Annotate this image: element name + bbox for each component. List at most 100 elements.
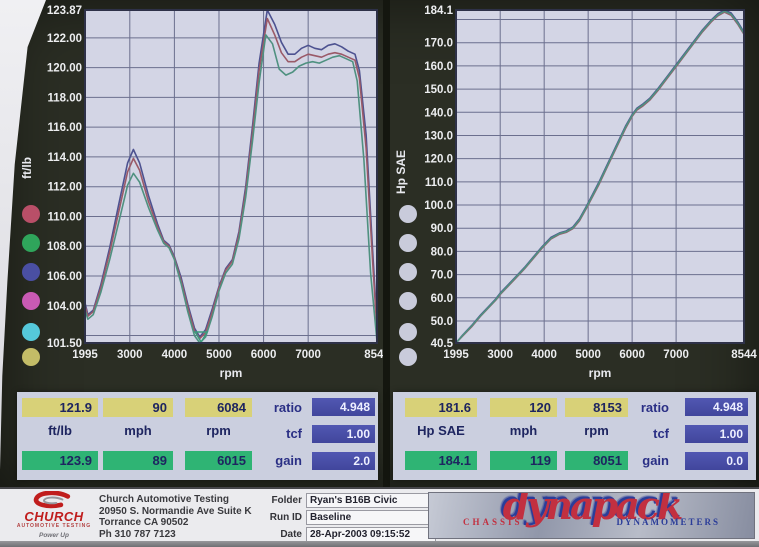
- power-runB-rpm-value: 8051: [565, 451, 628, 470]
- mph-header: mph: [509, 423, 538, 438]
- run-indicator-dot: [22, 323, 40, 341]
- y-tick-label: 184.1: [424, 5, 453, 17]
- tcf-value: 1.00: [312, 425, 375, 443]
- y-tick-label: 60.0: [431, 293, 453, 305]
- gain-value: 0.0: [685, 452, 748, 470]
- y-tick-label: 150.0: [424, 84, 453, 96]
- church-wordmark-sub: AUTOMOTIVE TESTING: [16, 523, 92, 529]
- run-indicator-dot: [22, 234, 40, 252]
- y-tick-label: 140.0: [424, 107, 453, 119]
- dynapack-sub-row: CHASSIS DYNAMOMETERS: [429, 517, 754, 527]
- power-unit-header: Hp SAE: [417, 423, 465, 438]
- church-logo-block: CHURCH AUTOMOTIVE TESTING Power Up: [10, 491, 98, 539]
- tcf-label: tcf: [653, 426, 669, 441]
- power-chart: 184.1 170.0 160.0 150.0 140.0 130.0 120.0 110.0…: [394, 5, 757, 380]
- torque-runA-rpm-value: 6084: [185, 398, 252, 417]
- y-axis-unit-label: ft/lb: [20, 157, 34, 179]
- power-runA-rpm-value: 8153: [565, 398, 628, 417]
- y-tick-label: 90.0: [431, 223, 453, 235]
- dynapack-dynamometers-label: DYNAMOMETERS: [616, 517, 720, 527]
- torque-runB-rpm-value: 6015: [185, 451, 252, 470]
- x-tick-label: 8544: [731, 349, 757, 361]
- run-indicator-dot: [399, 263, 417, 281]
- torque-chart-panel: 123.87 122.00 120.00 118.00 116.00 114.00 112.…: [20, 0, 383, 385]
- x-axis-unit-label: rpm: [589, 366, 612, 380]
- x-tick-label: 6000: [619, 349, 645, 361]
- run-id-value: Baseline: [306, 510, 436, 525]
- gain-label: gain: [642, 453, 669, 468]
- x-tick-label: 7000: [295, 349, 321, 361]
- y-tick-label: 70.0: [431, 270, 453, 282]
- power-runB-mph-value: 119: [490, 451, 557, 470]
- shop-street: 20950 S. Normandie Ave Suite K: [99, 505, 252, 517]
- y-tick-label: 120.00: [47, 63, 82, 75]
- chart-panel-divider: [383, 0, 390, 487]
- run-indicator-dot: [399, 323, 417, 341]
- shop-city: Torrance CA 90502: [99, 517, 189, 528]
- run-id-label: Run ID: [269, 512, 302, 523]
- y-tick-label: 118.00: [47, 92, 82, 104]
- torque-runA-peak-value: 121.9: [22, 398, 98, 417]
- power-chart-panel: 184.1 170.0 160.0 150.0 140.0 130.0 120.0 110.0…: [390, 0, 757, 385]
- y-tick-label: 114.00: [47, 152, 82, 164]
- run-info-fields: Folder Ryan's B16B Civic Run ID Baseline…: [258, 493, 436, 544]
- folder-field-row: Folder Ryan's B16B Civic: [258, 493, 436, 508]
- folder-label: Folder: [271, 495, 302, 506]
- mph-header: mph: [124, 423, 152, 438]
- church-swoosh-icon: [33, 491, 71, 509]
- y-tick-label: 170.0: [424, 38, 453, 50]
- x-tick-label: 6000: [251, 349, 277, 361]
- run-indicator-dot: [22, 348, 40, 366]
- y-tick-label: 116.00: [47, 122, 82, 134]
- run-indicator-dot: [399, 348, 417, 366]
- x-tick-label: 3000: [487, 349, 513, 361]
- footer-bar: CHURCH AUTOMOTIVE TESTING Power Up Churc…: [0, 487, 759, 544]
- gain-value: 2.0: [312, 452, 375, 470]
- x-tick-label: 5000: [206, 349, 232, 361]
- tcf-value: 1.00: [685, 425, 748, 443]
- y-tick-label: 50.0: [431, 316, 453, 328]
- y-tick-label: 130.0: [424, 130, 453, 142]
- y-tick-label: 120.0: [424, 154, 453, 166]
- y-tick-label: 123.87: [47, 5, 82, 17]
- y-tick-label: 112.00: [47, 182, 82, 194]
- shop-address-block: Church Automotive Testing 20950 S. Norma…: [99, 494, 264, 540]
- folder-value: Ryan's B16B Civic: [306, 493, 436, 508]
- torque-unit-header: ft/lb: [48, 423, 72, 438]
- plot-border: [84, 9, 378, 344]
- torque-chart: 123.87 122.00 120.00 118.00 116.00 114.00 112.…: [20, 5, 383, 380]
- x-tick-label: 3000: [117, 349, 143, 361]
- x-axis-unit-label: rpm: [220, 366, 243, 380]
- date-label: Date: [280, 529, 302, 540]
- x-tick-label: 7000: [663, 349, 689, 361]
- dynapack-logo-block: dynapack CHASSIS DYNAMOMETERS: [428, 492, 755, 539]
- y-tick-label: 108.00: [47, 241, 82, 253]
- rpm-header: rpm: [206, 423, 231, 438]
- tcf-label: tcf: [286, 426, 302, 441]
- torque-run-green-curve: [84, 34, 378, 344]
- plot-border: [455, 9, 745, 344]
- shop-name: Church Automotive Testing: [99, 494, 229, 505]
- power-data-panel: 181.6 120 8153 Hp SAE mph rpm 184.1 119 …: [393, 392, 756, 480]
- x-tick-label: 1995: [443, 349, 469, 361]
- gain-label: gain: [275, 453, 302, 468]
- dynapack-chassis-label: CHASSIS: [463, 517, 523, 527]
- y-tick-label: 160.0: [424, 61, 453, 73]
- ratio-label: ratio: [640, 400, 669, 415]
- rpm-header: rpm: [584, 423, 609, 438]
- date-value: 28-Apr-2003 09:15:52: [306, 527, 436, 542]
- y-tick-label: 110.00: [47, 211, 82, 223]
- run-indicator-dot: [399, 292, 417, 310]
- power-runA-mph-value: 120: [490, 398, 557, 417]
- x-tick-label: 1995: [72, 349, 98, 361]
- run-indicator-dot: [399, 205, 417, 223]
- plot-area: [85, 10, 377, 343]
- y-tick-label: 80.0: [431, 246, 453, 258]
- y-tick-label: 40.5: [431, 338, 454, 350]
- ratio-value: 4.948: [312, 398, 375, 416]
- ratio-label: ratio: [273, 400, 302, 415]
- power-runA-peak-value: 181.6: [405, 398, 477, 417]
- power-runB-peak-value: 184.1: [405, 451, 477, 470]
- plot-area: [456, 10, 744, 343]
